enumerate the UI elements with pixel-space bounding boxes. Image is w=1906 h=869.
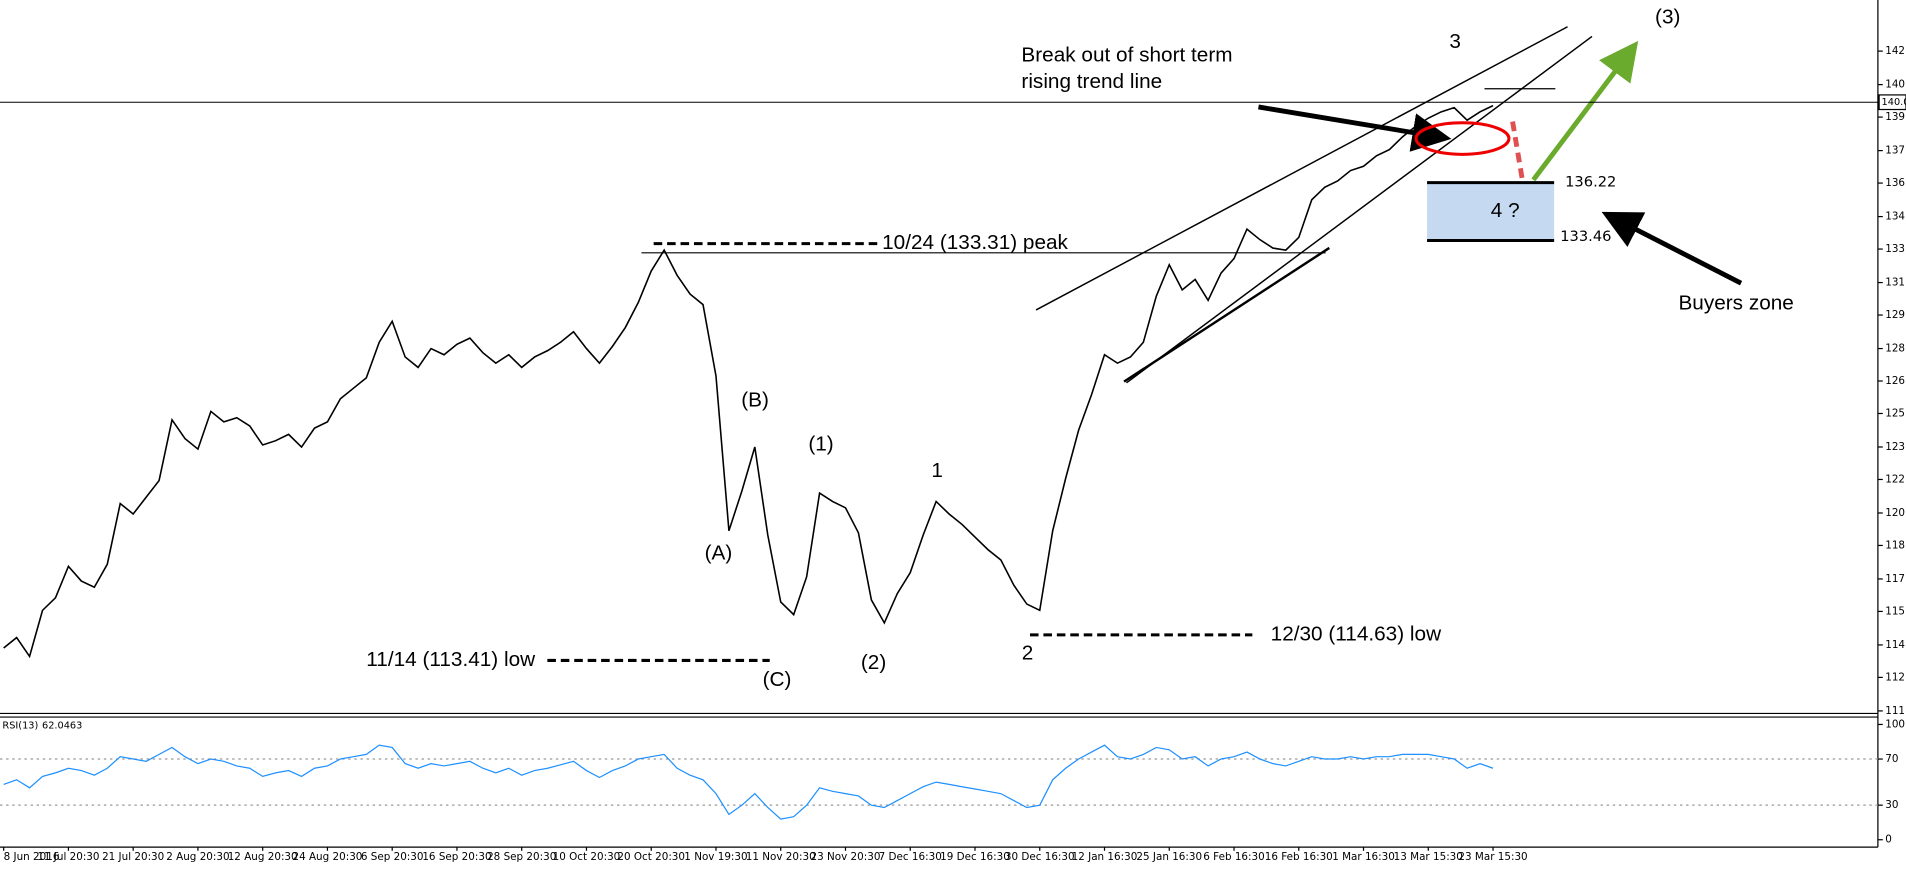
x-tick-label: 11 Nov 20:30: [746, 851, 816, 863]
arrow: [1601, 211, 1743, 286]
zone-high-label: 136.22: [1565, 174, 1616, 191]
annotation: 1: [931, 459, 943, 482]
x-tick-label: 1 Nov 19:30: [684, 851, 747, 863]
y-tick-label: 140.90: [1885, 79, 1906, 91]
y-tick-label: 111.00: [1885, 705, 1906, 717]
rsi-line: [3, 744, 1494, 820]
annotation: Buyers zone: [1678, 291, 1793, 314]
y-tick-label: 120.45: [1885, 507, 1906, 519]
annotation: 2: [1022, 641, 1034, 664]
annotation: (A): [705, 542, 733, 565]
annotation: (1): [808, 432, 833, 455]
rsi-name: RSI(13): [2, 721, 38, 732]
y-tick-label: 114.15: [1885, 639, 1906, 651]
current-price-label: 140.06: [1882, 97, 1906, 108]
y-tick-label: 126.75: [1885, 375, 1906, 387]
rsi-title: RSI(13) 62.0463: [2, 721, 82, 732]
arrow: [1531, 40, 1639, 182]
y-tick-label: 70: [1885, 753, 1898, 765]
annotation: Break out of short term: [1021, 43, 1232, 66]
highlight-ellipse: [1414, 121, 1511, 156]
plot: 142.50 140.90 139.35 137.75 136.20 134.60 133.…: [0, 6, 1906, 863]
x-tick-label: 20 Oct 20:30: [617, 851, 685, 863]
y-tick-label: 123.60: [1885, 441, 1906, 453]
buyers-zone: [1427, 182, 1555, 241]
x-tick-label: 25 Jan 16:30: [1136, 851, 1202, 863]
x-tick-label: 8 Jun 2016: [4, 851, 60, 863]
rsi-value: 62.0463: [42, 721, 82, 732]
x-tick-label: 12 Aug 20:30: [228, 851, 298, 863]
y-tick-label: 129.90: [1885, 309, 1906, 321]
y-tick-label: 137.75: [1885, 145, 1906, 157]
x-tick-label: 6 Feb 16:30: [1203, 851, 1264, 863]
x-tick-label: 7 Dec 16:30: [879, 851, 942, 863]
annotation: (B): [741, 389, 769, 412]
trend-line: [1123, 246, 1330, 383]
x-tick-label: 16 Feb 16:30: [1265, 851, 1333, 863]
annotation: (C): [763, 668, 792, 691]
x-tick-label: 1 Mar 16:30: [1332, 851, 1395, 863]
x-tick-label: 10 Oct 20:30: [553, 851, 621, 863]
annotation: (3): [1655, 6, 1680, 29]
x-tick-label: 13 Mar 15:30: [1394, 851, 1463, 863]
current-price-box: [1878, 94, 1906, 111]
y-tick-label: 118.90: [1885, 539, 1906, 551]
x-tick-label: 28 Sep 20:30: [487, 851, 556, 863]
trend-line: [1126, 35, 1593, 384]
x-tick-label: 11 Jul 20:30: [37, 851, 99, 863]
y-tick-label: 134.60: [1885, 211, 1906, 223]
y-tick-label: 136.20: [1885, 177, 1906, 189]
x-tick-label: 2 Aug 20:30: [166, 851, 229, 863]
annotation: (2): [861, 651, 886, 674]
x-tick-label: 23 Nov 20:30: [811, 851, 881, 863]
x-tick-label: 24 Aug 20:30: [292, 851, 362, 863]
y-tick-label: 0: [1885, 834, 1892, 846]
y-tick-label: 142.50: [1885, 45, 1906, 57]
y-tick-label: 139.35: [1885, 111, 1906, 123]
level-label: 12/30 (114.63) low: [1271, 622, 1441, 645]
y-tick-label: 131.45: [1885, 277, 1906, 289]
y-tick-label: 125.20: [1885, 407, 1906, 419]
x-tick-label: 30 Dec 16:30: [1005, 851, 1075, 863]
trend-line: [1035, 26, 1568, 311]
x-tick-label: 16 Sep 20:30: [422, 851, 491, 863]
x-tick-label: 6 Sep 20:30: [361, 851, 424, 863]
projection-line: [1510, 121, 1525, 181]
x-tick-label: 23 Mar 15:30: [1458, 851, 1527, 863]
annotation: rising trend line: [1021, 70, 1162, 93]
y-tick-label: 100: [1885, 718, 1905, 730]
arrow: [1258, 104, 1452, 152]
y-tick-label: 115.75: [1885, 605, 1906, 617]
x-tick-label: 12 Jan 16:30: [1072, 851, 1138, 863]
zone-label: 4 ?: [1491, 199, 1520, 222]
y-tick-label: 30: [1885, 799, 1898, 811]
y-tick-label: 128.30: [1885, 343, 1906, 355]
level-label: 10/24 (133.31) peak: [882, 231, 1068, 254]
y-tick-label: 112.60: [1885, 671, 1906, 683]
y-tick-label: 122.05: [1885, 473, 1906, 485]
y-tick-label: 133.05: [1885, 243, 1906, 255]
price-line: [3, 104, 1494, 659]
level-label: 11/14 (113.41) low: [366, 648, 535, 671]
y-tick-label: 117.30: [1885, 573, 1906, 585]
x-tick-label: 21 Jul 20:30: [102, 851, 164, 863]
zone-low-label: 133.46: [1560, 228, 1611, 245]
x-tick-label: 19 Dec 16:30: [940, 851, 1010, 863]
annotation: 3: [1449, 30, 1461, 53]
